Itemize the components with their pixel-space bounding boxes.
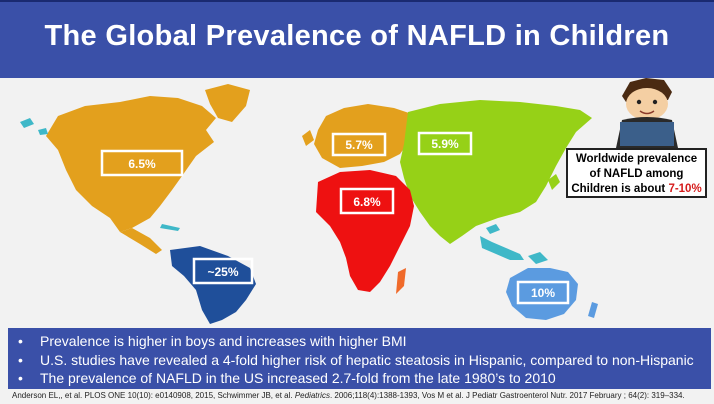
references-part-2: . 2006;118(4):1388-1393, Vos M et al. J … <box>329 391 685 400</box>
caribbean-shape <box>160 224 180 231</box>
child-illustration <box>616 78 678 148</box>
uk-shape <box>302 130 314 146</box>
africa-label: 6.8% <box>353 195 381 209</box>
asia-shape <box>400 100 592 244</box>
title-bar: The Global Prevalence of NAFLD in Childr… <box>0 0 714 78</box>
references: Anderson EL,, et al. PLOS ONE 10(10): e0… <box>12 391 685 400</box>
asia-region: 5.9% <box>400 100 592 244</box>
slide-title: The Global Prevalence of NAFLD in Childr… <box>44 20 670 52</box>
callout-line-3-text: Children is about <box>571 183 669 195</box>
callout-highlight: 7-10% <box>668 183 702 195</box>
bullet-item: • Prevalence is higher in boys and incre… <box>18 332 711 351</box>
worldwide-prevalence-callout: Worldwide prevalence of NAFLD among Chil… <box>566 148 707 198</box>
asia-label: 5.9% <box>431 137 459 151</box>
europe-shape <box>314 104 418 168</box>
new-zealand-shape <box>588 302 598 318</box>
world-map: 6.5% ~25% 5.7% 5.9% 6.8% 10% <box>20 78 678 324</box>
north-america-shape <box>46 96 216 232</box>
bullet-item: • The prevalence of NAFLD in the US incr… <box>18 369 711 388</box>
bullet-text: Prevalence is higher in boys and increas… <box>40 333 407 349</box>
australia-label-box <box>516 280 570 305</box>
africa-region: 6.8% <box>316 170 414 294</box>
callout-line-2: of NAFLD among <box>589 168 684 180</box>
central-america-shape <box>120 228 162 254</box>
callout-line-3: Children is about 7-10% <box>568 182 705 197</box>
bullet-dot: • <box>18 370 23 386</box>
south-america-region: ~25% <box>170 246 256 324</box>
southeast-asia-islands-shape <box>480 224 548 264</box>
south-america-shape <box>170 246 256 324</box>
references-journal: Pediatrics <box>294 391 330 400</box>
bullet-panel: • Prevalence is higher in boys and incre… <box>8 328 711 389</box>
child-face <box>626 88 668 120</box>
africa-label-box <box>339 187 395 215</box>
north-america-region: 6.5% <box>20 84 250 254</box>
greenland-shape <box>205 84 250 122</box>
europe-region: 5.7% <box>302 104 418 168</box>
north-america-label-box <box>100 149 184 177</box>
australia-label: 10% <box>531 286 555 300</box>
europe-label-box <box>331 132 387 157</box>
europe-label: 5.7% <box>345 138 373 152</box>
bullet-text: The prevalence of NAFLD in the US increa… <box>40 370 556 386</box>
madagascar-shape <box>396 268 406 294</box>
bullet-text: U.S. studies have revealed a 4-fold high… <box>40 351 694 368</box>
alaska-islands-shape <box>20 118 48 135</box>
bullet-dot: • <box>18 351 23 368</box>
australia-region: 10% <box>506 268 598 320</box>
callout-line-1: Worldwide prevalence <box>575 153 698 165</box>
north-america-label: 6.5% <box>128 157 156 171</box>
references-part-1: Anderson EL,, et al. PLOS ONE 10(10): e0… <box>12 391 295 400</box>
south-america-label: ~25% <box>207 265 238 279</box>
asia-label-box <box>417 131 473 156</box>
japan-shape <box>548 174 560 190</box>
bullet-dot: • <box>18 333 23 349</box>
bullet-item: • U.S. studies have revealed a 4-fold hi… <box>18 351 711 370</box>
south-america-label-box <box>192 257 254 285</box>
